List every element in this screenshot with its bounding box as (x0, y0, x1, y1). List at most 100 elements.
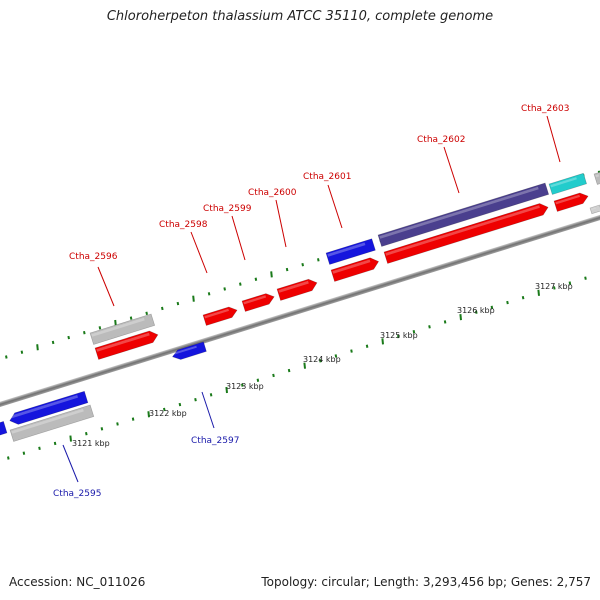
minor-tick (568, 281, 572, 285)
major-tick (192, 295, 195, 302)
leader-line (190, 231, 208, 274)
gene-label-ctha-2603[interactable]: Ctha_2603 (521, 104, 569, 114)
scale-label-3123: 3123 kbp (226, 382, 264, 391)
gene-feature-ctha-2602-long[interactable] (377, 182, 550, 247)
gene-feature-ctha-2598[interactable] (202, 306, 238, 326)
leader-line (201, 391, 215, 429)
gene-feature-ctha-2602[interactable] (383, 203, 549, 264)
major-tick (303, 362, 306, 369)
minor-tick (521, 295, 525, 300)
minor-tick (285, 267, 289, 272)
minor-tick (51, 340, 55, 345)
gene-feature-ctha-2601-box[interactable] (325, 238, 376, 265)
minor-tick (38, 446, 41, 450)
major-tick (270, 271, 273, 278)
gene-highlight (91, 317, 145, 337)
minor-tick (161, 306, 164, 311)
minor-tick (254, 277, 258, 281)
gene-feature-ctha-2600[interactable] (276, 278, 318, 301)
scale-label-3122: 3122 kbp (149, 409, 187, 418)
gene-feature-ctha-2603[interactable] (553, 192, 589, 212)
gene-feature-ctha-2595[interactable] (9, 390, 89, 425)
gene-label-ctha-2597[interactable]: Ctha_2597 (191, 436, 239, 446)
minor-tick (428, 325, 431, 329)
backbone-end[interactable] (589, 204, 600, 215)
major-tick (114, 319, 117, 327)
minor-tick (85, 432, 88, 436)
minor-tick (317, 258, 320, 262)
minor-tick (412, 329, 416, 334)
gene-feature-ctha-2597[interactable] (172, 341, 207, 360)
minor-tick (207, 292, 211, 296)
leader-line (62, 444, 79, 483)
minor-tick (223, 287, 226, 291)
minor-tick (67, 335, 70, 340)
major-tick (36, 344, 39, 351)
gene-highlight (332, 259, 371, 274)
minor-tick (490, 305, 494, 310)
genome-backbone (0, 199, 600, 413)
scale-labels: 3121 kbp 3122 kbp 3123 kbp 3124 kbp 3125… (72, 282, 573, 448)
gene-label-ctha-2600[interactable]: Ctha_2600 (248, 188, 297, 198)
gene-label-ctha-2595[interactable]: Ctha_2595 (53, 489, 101, 499)
gene-feature-ctha-2601[interactable] (330, 257, 380, 282)
feature-track (0, 171, 600, 442)
backbone (0, 199, 600, 413)
gene-highlight (379, 186, 539, 239)
gene-feature-ctha-2596[interactable] (94, 330, 159, 360)
gene-highlight (243, 295, 267, 305)
major-tick (147, 411, 150, 418)
leader-line (546, 115, 561, 163)
minor-tick (397, 334, 400, 339)
minor-tick (365, 344, 369, 348)
minor-tick (287, 368, 291, 373)
minor-tick (7, 456, 10, 460)
minor-tick (116, 422, 119, 426)
minor-tick (301, 262, 304, 267)
minor-tick (272, 373, 275, 378)
minor-tick (506, 300, 509, 305)
gene-highlight (204, 308, 229, 319)
minor-tick (131, 417, 135, 421)
minor-tick (443, 320, 447, 324)
gene-highlight (278, 280, 309, 293)
leader-line (231, 215, 246, 261)
leader-line (443, 146, 460, 194)
minor-tick (553, 286, 556, 290)
gene-feature-ctha-2599[interactable] (241, 293, 275, 312)
gene-highlight (9, 395, 78, 419)
gene-labels: Ctha_2595 Ctha_2596 Ctha_2597 Ctha_2598 … (53, 104, 569, 499)
minor-tick (475, 310, 478, 314)
gene-label-ctha-2596[interactable]: Ctha_2596 (69, 252, 118, 262)
gene-highlight (172, 345, 197, 355)
minor-tick (20, 350, 24, 354)
scale-label-3127: 3127 kbp (535, 282, 573, 291)
major-tick (459, 313, 462, 321)
gene-highlight (11, 408, 84, 434)
major-tick (537, 289, 540, 296)
minor-tick (256, 378, 260, 382)
gene-feature-pseudo-upper[interactable] (89, 313, 156, 345)
gene-label-ctha-2601[interactable]: Ctha_2601 (303, 172, 351, 182)
gene-feature-partial[interactable] (0, 421, 8, 436)
gene-label-ctha-2599[interactable]: Ctha_2599 (203, 204, 252, 214)
major-tick (225, 386, 228, 394)
scale-label-3125: 3125 kbp (380, 331, 418, 340)
minor-tick (176, 301, 180, 306)
page-title: Chloroherpeton thalassium ATCC 35110, co… (106, 9, 494, 24)
minor-tick (83, 331, 86, 335)
gene-feature-partial-right[interactable] (593, 171, 600, 185)
minor-tick (5, 355, 8, 359)
minor-tick (194, 397, 197, 402)
leader-line (97, 266, 115, 307)
minor-tick (584, 276, 587, 280)
gene-label-ctha-2602[interactable]: Ctha_2602 (417, 135, 465, 145)
gene-highlight (550, 177, 577, 188)
gene-label-ctha-2598[interactable]: Ctha_2598 (159, 220, 208, 230)
gene-feature-ctha-2603-rna[interactable] (548, 172, 587, 195)
minor-tick (178, 402, 182, 407)
gene-feature-pseudo[interactable] (9, 404, 95, 442)
minor-tick (163, 407, 166, 412)
gene-highlight (327, 242, 366, 257)
